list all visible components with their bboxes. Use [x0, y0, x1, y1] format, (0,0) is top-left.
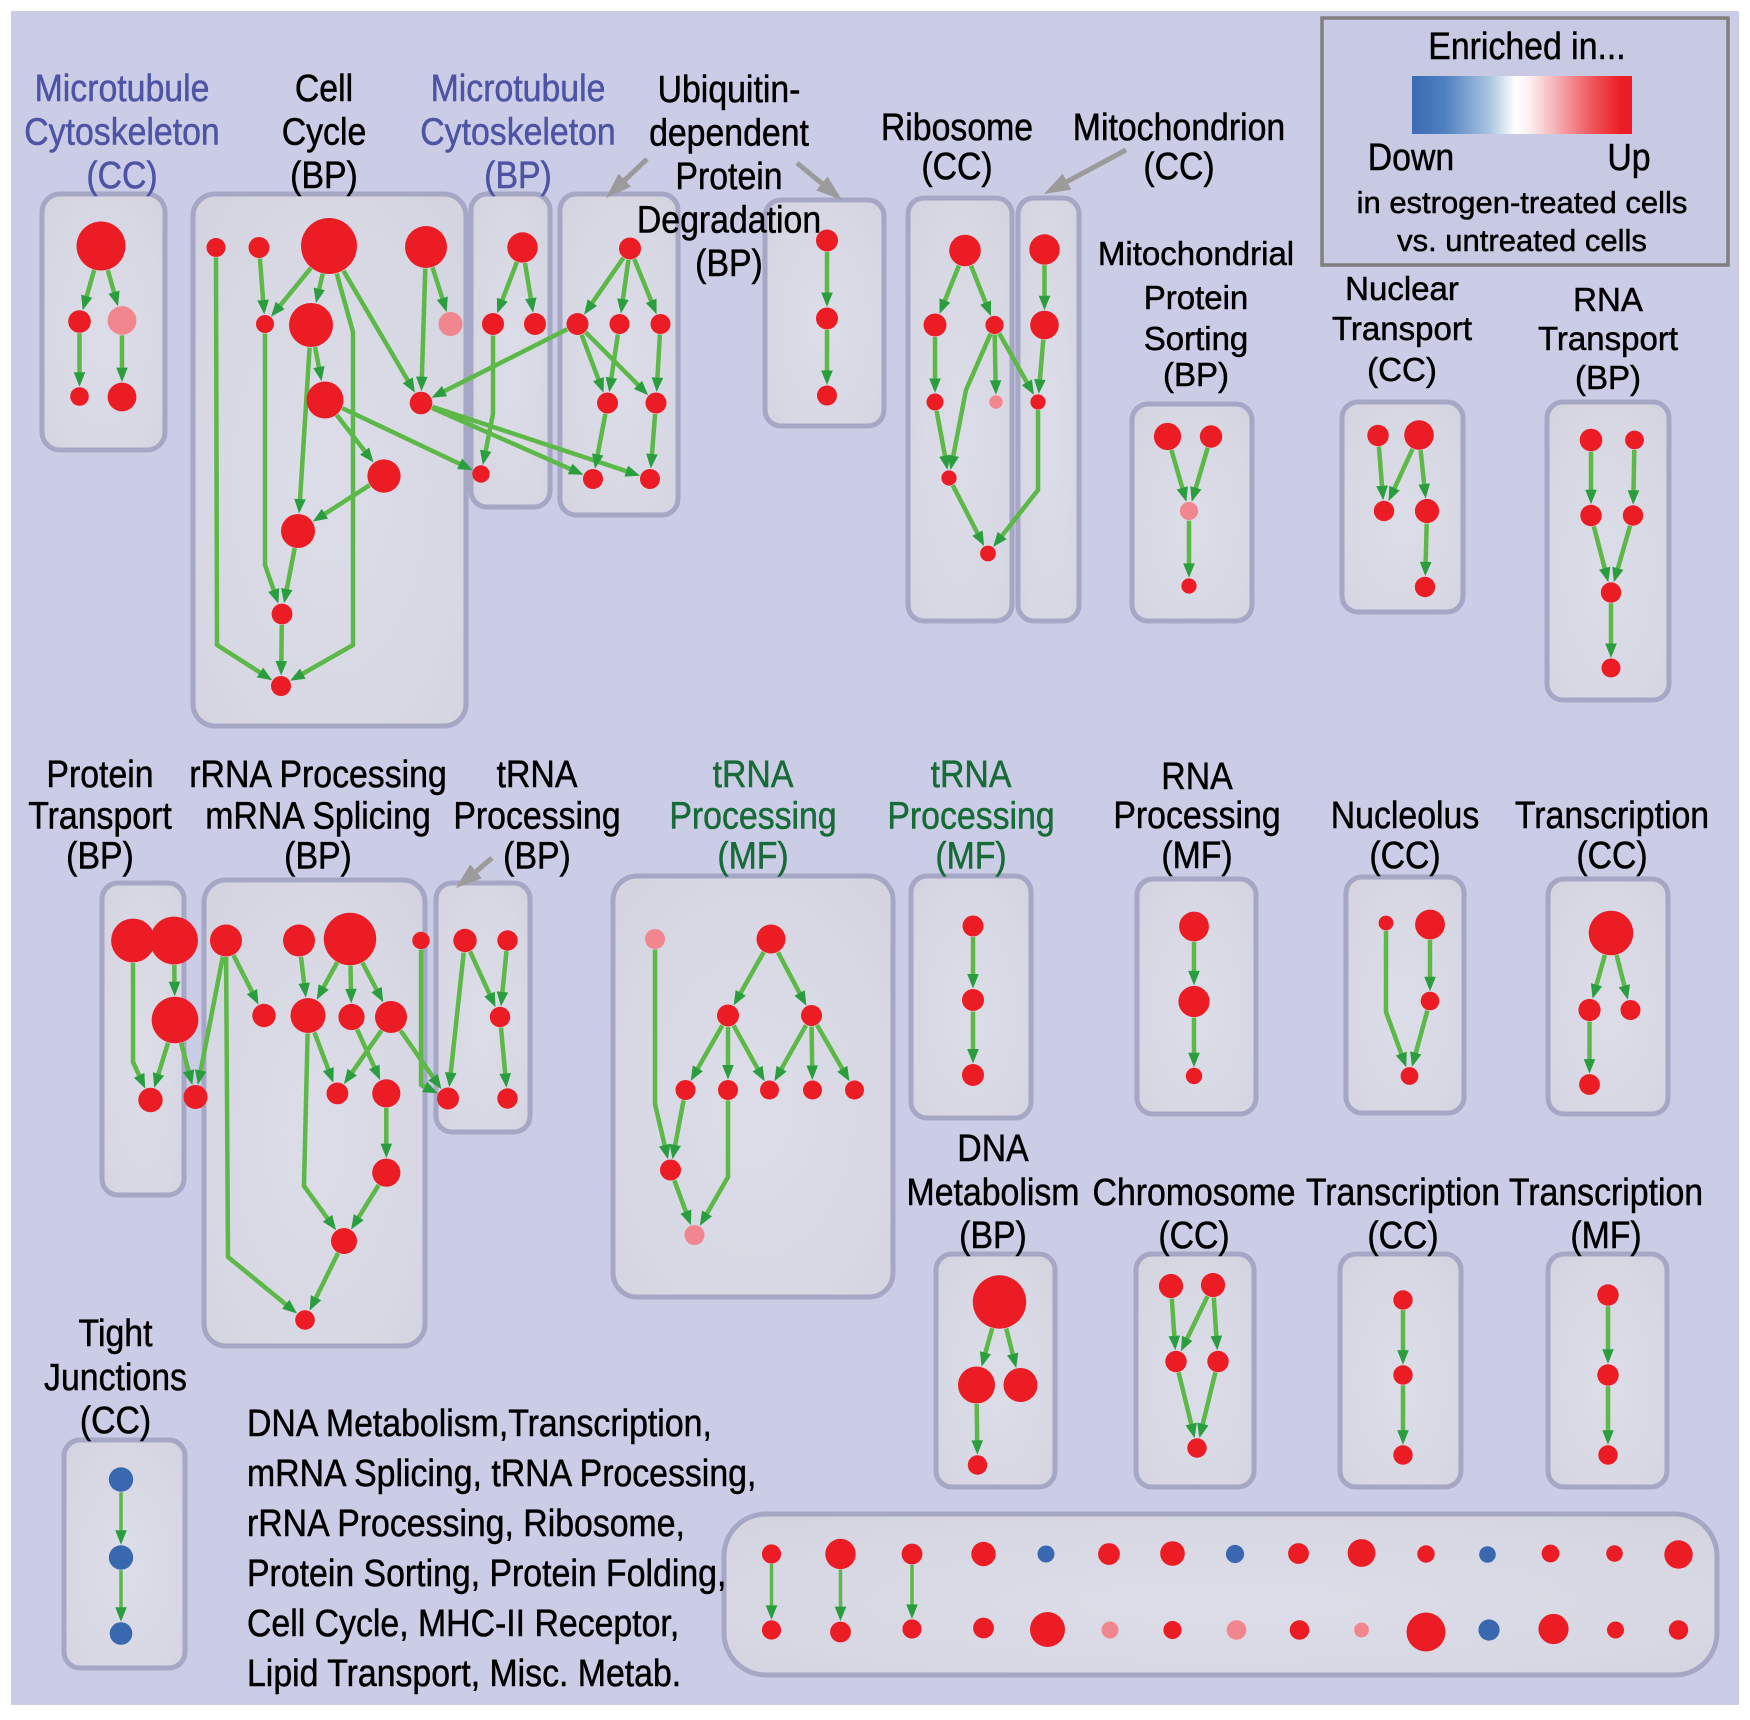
svg-text:(MF): (MF) — [717, 834, 788, 877]
svg-text:Transcription: Transcription — [1509, 1170, 1703, 1213]
svg-text:(CC): (CC) — [1143, 144, 1214, 187]
svg-text:(CC): (CC) — [86, 153, 157, 196]
svg-text:Mitochondrial: Mitochondrial — [1098, 235, 1294, 272]
svg-text:Up: Up — [1607, 135, 1650, 178]
svg-text:Transcription: Transcription — [1306, 1170, 1500, 1213]
svg-text:Processing: Processing — [669, 794, 836, 837]
svg-text:(CC): (CC) — [1576, 833, 1647, 876]
svg-text:Junctions: Junctions — [44, 1355, 187, 1398]
svg-text:Protein: Protein — [46, 752, 153, 795]
svg-text:(BP): (BP) — [1575, 359, 1641, 396]
svg-text:Cytoskeleton: Cytoskeleton — [420, 110, 616, 153]
svg-text:Degradation: Degradation — [637, 198, 821, 241]
svg-text:Mitochondrion: Mitochondrion — [1073, 105, 1285, 148]
svg-text:(CC): (CC) — [921, 144, 992, 187]
svg-text:mRNA Splicing, tRNA Processing: mRNA Splicing, tRNA Processing, — [247, 1451, 756, 1494]
svg-text:Cell: Cell — [295, 66, 353, 109]
svg-text:(CC): (CC) — [80, 1398, 151, 1441]
svg-text:RNA: RNA — [1161, 754, 1232, 797]
svg-text:(BP): (BP) — [284, 834, 352, 877]
svg-text:Down: Down — [1368, 135, 1454, 178]
svg-text:(BP): (BP) — [503, 834, 571, 877]
svg-text:Ribosome: Ribosome — [881, 105, 1033, 148]
svg-text:Microtubule: Microtubule — [431, 66, 606, 109]
svg-text:Lipid Transport, Misc. Metab.: Lipid Transport, Misc. Metab. — [247, 1651, 681, 1694]
svg-text:dependent: dependent — [649, 111, 809, 154]
svg-text:Processing: Processing — [887, 794, 1054, 837]
svg-text:Transport: Transport — [28, 794, 171, 837]
svg-text:rRNA Processing: rRNA Processing — [189, 752, 446, 795]
svg-text:rRNA Processing, Ribosome,: rRNA Processing, Ribosome, — [247, 1501, 685, 1544]
svg-text:Microtubule: Microtubule — [35, 66, 210, 109]
svg-text:Cycle: Cycle — [282, 110, 367, 153]
svg-text:Nucleolus: Nucleolus — [1331, 793, 1480, 836]
svg-text:Chromosome: Chromosome — [1093, 1170, 1296, 1213]
svg-text:Cytoskeleton: Cytoskeleton — [24, 110, 220, 153]
svg-text:tRNA: tRNA — [497, 752, 578, 795]
svg-text:Enriched in...: Enriched in... — [1428, 24, 1625, 67]
svg-text:(CC): (CC) — [1158, 1213, 1229, 1256]
svg-text:Metabolism: Metabolism — [907, 1170, 1080, 1213]
svg-text:(BP): (BP) — [484, 153, 552, 196]
svg-text:(CC): (CC) — [1369, 833, 1440, 876]
svg-text:(BP): (BP) — [1163, 356, 1229, 393]
svg-text:(CC): (CC) — [1367, 351, 1437, 388]
svg-text:in estrogen-treated cells: in estrogen-treated cells — [1357, 185, 1688, 220]
svg-text:(BP): (BP) — [695, 241, 763, 284]
svg-text:vs. untreated cells: vs. untreated cells — [1397, 223, 1647, 258]
svg-text:Transcription: Transcription — [1515, 793, 1709, 836]
svg-text:(MF): (MF) — [1570, 1213, 1641, 1256]
svg-text:Tight: Tight — [79, 1311, 153, 1354]
svg-text:Cell Cycle, MHC-II Receptor,: Cell Cycle, MHC-II Receptor, — [247, 1601, 679, 1644]
svg-text:DNA: DNA — [957, 1126, 1028, 1169]
svg-text:DNA Metabolism,Transcription,: DNA Metabolism,Transcription, — [247, 1401, 712, 1444]
svg-text:(BP): (BP) — [959, 1213, 1027, 1256]
svg-text:Processing: Processing — [453, 794, 620, 837]
svg-text:(MF): (MF) — [1161, 833, 1232, 876]
svg-text:Processing: Processing — [1113, 793, 1280, 836]
svg-text:Protein: Protein — [1144, 279, 1249, 316]
svg-text:Ubiquitin-: Ubiquitin- — [658, 67, 801, 110]
svg-text:Transport: Transport — [1538, 320, 1678, 357]
svg-text:Nuclear: Nuclear — [1345, 270, 1459, 307]
svg-text:tRNA: tRNA — [931, 752, 1012, 795]
svg-text:RNA: RNA — [1573, 281, 1643, 318]
svg-text:tRNA: tRNA — [713, 752, 794, 795]
svg-text:(BP): (BP) — [66, 834, 134, 877]
svg-text:Protein Sorting, Protein Foldi: Protein Sorting, Protein Folding, — [247, 1551, 726, 1594]
svg-text:(BP): (BP) — [290, 153, 358, 196]
svg-text:Transport: Transport — [1332, 310, 1472, 347]
svg-text:(MF): (MF) — [935, 834, 1006, 877]
svg-text:Sorting: Sorting — [1144, 320, 1249, 357]
svg-text:Protein: Protein — [675, 154, 782, 197]
svg-text:mRNA Splicing: mRNA Splicing — [205, 794, 431, 837]
svg-text:(CC): (CC) — [1367, 1213, 1438, 1256]
